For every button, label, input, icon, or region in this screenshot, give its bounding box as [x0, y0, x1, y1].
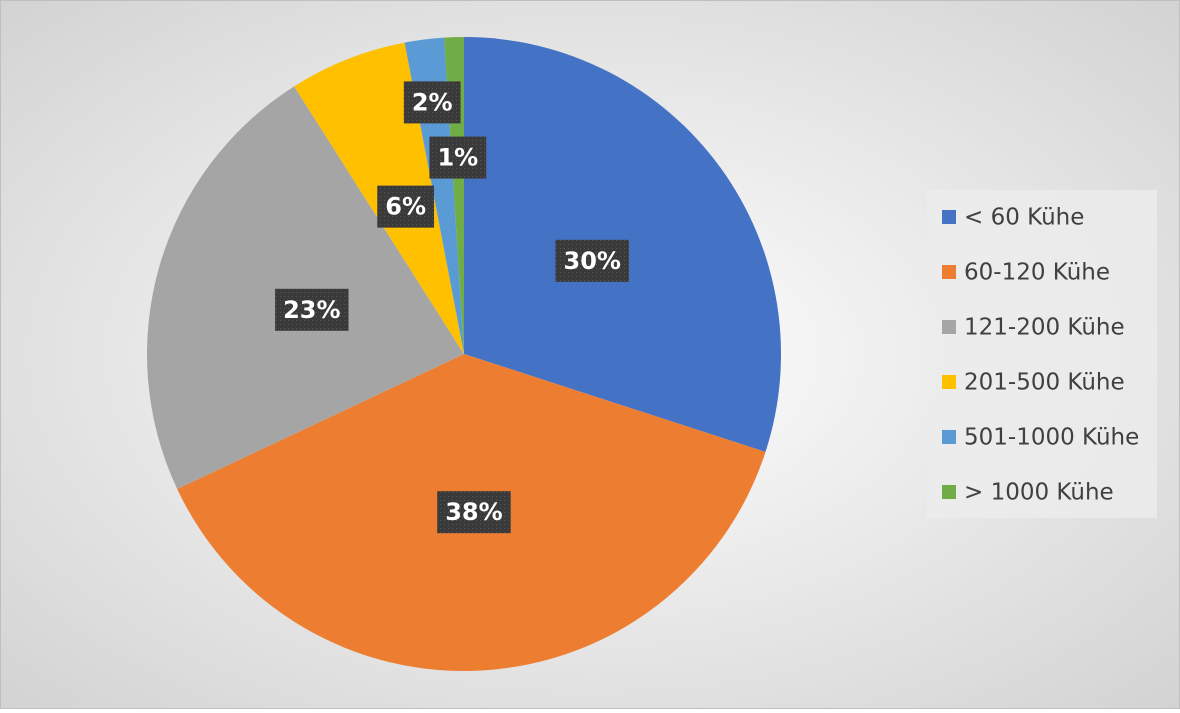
data-label-box [377, 185, 435, 228]
data-label-box [555, 239, 629, 282]
legend-swatch [942, 265, 956, 279]
data-label: 1% [437, 144, 478, 172]
data-label: 2% [412, 88, 453, 116]
legend-label: > 1000 Kühe [964, 480, 1114, 506]
data-label-box [275, 288, 349, 331]
legend-swatch [942, 320, 956, 334]
legend-swatch [942, 485, 956, 499]
data-label: 38% [445, 498, 502, 526]
legend-label: < 60 Kühe [964, 205, 1084, 231]
legend-swatch [942, 210, 956, 224]
legend-label: 60-120 Kühe [964, 260, 1110, 286]
legend-label: 201-500 Kühe [964, 370, 1125, 396]
data-label-box [403, 81, 461, 124]
legend-swatch [942, 375, 956, 389]
legend-label: 501-1000 Kühe [964, 425, 1139, 451]
data-label: 6% [385, 193, 426, 221]
data-label: 30% [564, 247, 621, 275]
data-label-box [437, 491, 511, 534]
legend-label: 121-200 Kühe [964, 315, 1125, 341]
legend-swatch [942, 430, 956, 444]
data-label-box [429, 136, 487, 179]
data-label: 23% [283, 296, 340, 324]
legend-box [927, 190, 1157, 518]
pie-slice [147, 86, 464, 489]
